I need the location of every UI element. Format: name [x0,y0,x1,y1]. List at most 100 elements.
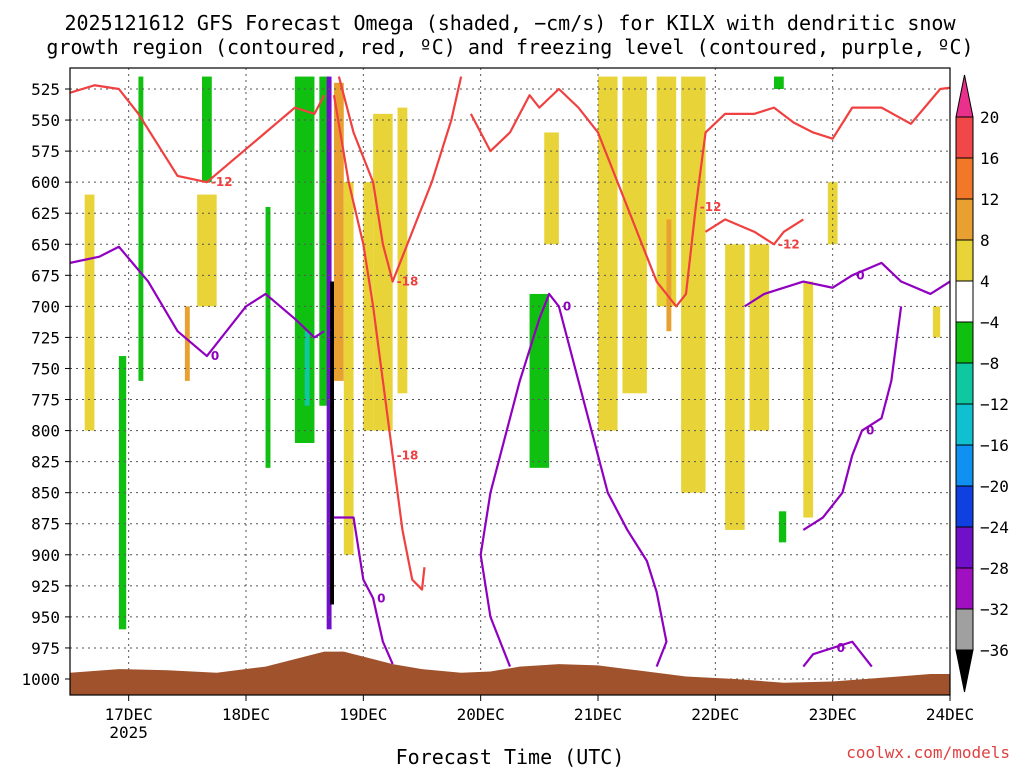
colorbar-box-2 [955,198,974,241]
omega-shade-24 [725,244,745,530]
colorbar-tick-label: −16 [980,436,1009,455]
x-tick-label: 23DEC [809,705,857,724]
freezing-contour-2 [479,292,668,667]
colorbar-tick-label: 16 [980,149,999,168]
colorbar-box-12 [955,608,974,651]
colorbar-tick-label: 20 [980,108,999,127]
y-tick-label: 900 [31,546,60,565]
credit-text: coolwx.com/models [846,743,1010,762]
y-tick-label: 750 [31,359,60,378]
colorbar-box-8 [955,444,974,487]
freezing-contour-label-0: 0 [211,349,219,363]
y-tick-label: 850 [31,484,60,503]
y-tick-label: 725 [31,328,60,347]
colorbar-tick-label: −28 [980,559,1009,578]
omega-shade-30 [932,306,941,338]
omega-shade-13 [343,182,354,555]
colorbar-box-7 [955,403,974,446]
omega-shade-16 [397,107,408,394]
omega-shade-22 [666,219,672,332]
colorbar-box-10 [955,526,974,569]
y-tick-label: 950 [31,608,60,627]
grid-lines [70,68,950,695]
temp-contour-label-3: -12 [700,200,722,214]
chart-title-line-2: growth region (contoured, red, ºC) and f… [46,35,973,59]
colorbar-tick-label: −32 [980,600,1009,619]
y-tick-label: 975 [31,639,60,658]
temp-contour-label-1: -18 [397,448,419,462]
omega-shade-23 [681,76,706,493]
freezing-contour-3 [744,261,950,308]
colorbar-tick-label: −24 [980,518,1009,537]
y-tick-label: 525 [31,80,60,99]
freezing-contour-label-3: 0 [856,268,864,282]
omega-shade-12 [334,82,344,381]
colorbar-tick-label: −4 [980,313,999,332]
contour-lines: -12 -18 -18 -12 -12 0 0 0 0 0 0 [70,76,950,668]
temp-contour-0 [70,84,326,184]
colorbar-box-3 [955,239,974,282]
temp-contour-label-2: -18 [397,275,419,289]
y-tick-label: 650 [31,235,60,254]
omega-shade-2 [138,76,144,381]
freezing-contour-label-5: 0 [837,641,845,655]
omega-shade-18 [544,132,559,245]
colorbar-tick-label: −12 [980,395,1009,414]
colorbar-tick-label: −8 [980,354,999,373]
freezing-contour-5 [802,640,873,668]
omega-shade-25 [749,244,770,431]
freezing-contour-4 [802,306,903,531]
freezing-contour-label-2: 0 [563,299,571,313]
omega-shade-10 [326,76,332,630]
omega-shade-4 [197,194,217,307]
colorbar-tick-label: −20 [980,477,1009,496]
y-tick-label: 700 [31,297,60,316]
omega-shade-9 [304,331,310,406]
colorbar-tick-label: 4 [980,272,990,291]
y-tick-label: 875 [31,515,60,534]
y-axis-ticks: 525 550 575 600 625 650 675 700 725 750 775 800 825 8… [21,80,70,689]
omega-shade-0 [84,194,95,431]
colorbar-box-4 [955,280,974,323]
x-tick-label: 19DEC [339,705,387,724]
colorbar-box-5 [955,321,974,364]
temp-contour-3 [469,86,950,308]
chart-title-line-1: 2025121612 GFS Forecast Omega (shaded, −… [64,11,956,35]
colorbar-tick-label: −36 [980,641,1009,660]
y-tick-label: 800 [31,422,60,441]
y-tick-label: 1000 [21,670,60,689]
colorbar-box-9 [955,485,974,528]
plot-frame [69,67,951,696]
x-tick-sublabel: 2025 [109,723,148,742]
omega-shade-11 [330,281,334,605]
colorbar-top-arrow [955,74,974,118]
omega-shade-29 [778,511,787,543]
colorbar-tick-label: 12 [980,190,999,209]
omega-shade-8 [319,76,330,406]
freezing-contour-label-1: 0 [377,591,385,605]
omega-shade-3 [202,76,212,183]
terrain-fill [70,651,950,695]
y-tick-label: 600 [31,173,60,192]
y-tick-label: 550 [31,111,60,130]
colorbar-tick-label: 8 [980,231,990,250]
colorbar-box-1 [955,157,974,200]
x-tick-label: 18DEC [222,705,270,724]
colorbar: 20 16 12 8 4 −4 −8 −12 −16 −20 −24 −28 −32 −36 [955,74,1009,693]
omega-shade-5 [184,306,190,381]
x-axis-label: Forecast Time (UTC) [396,745,625,768]
temp-contour-label-0: -12 [211,175,233,189]
omega-shade-28 [774,76,784,89]
omega-shade-1 [118,356,127,630]
freezing-contour-label-4: 0 [866,424,874,438]
omega-shade-14 [363,182,374,431]
y-tick-label: 925 [31,577,60,596]
colorbar-box-6 [955,362,974,405]
colorbar-bottom-arrow [955,649,974,693]
temp-contour-1 [332,95,426,591]
temp-contour-4 [704,218,804,246]
temp-contour-2 [337,76,463,283]
x-tick-label: 17DEC [105,705,153,724]
freezing-contour-1 [334,516,394,665]
